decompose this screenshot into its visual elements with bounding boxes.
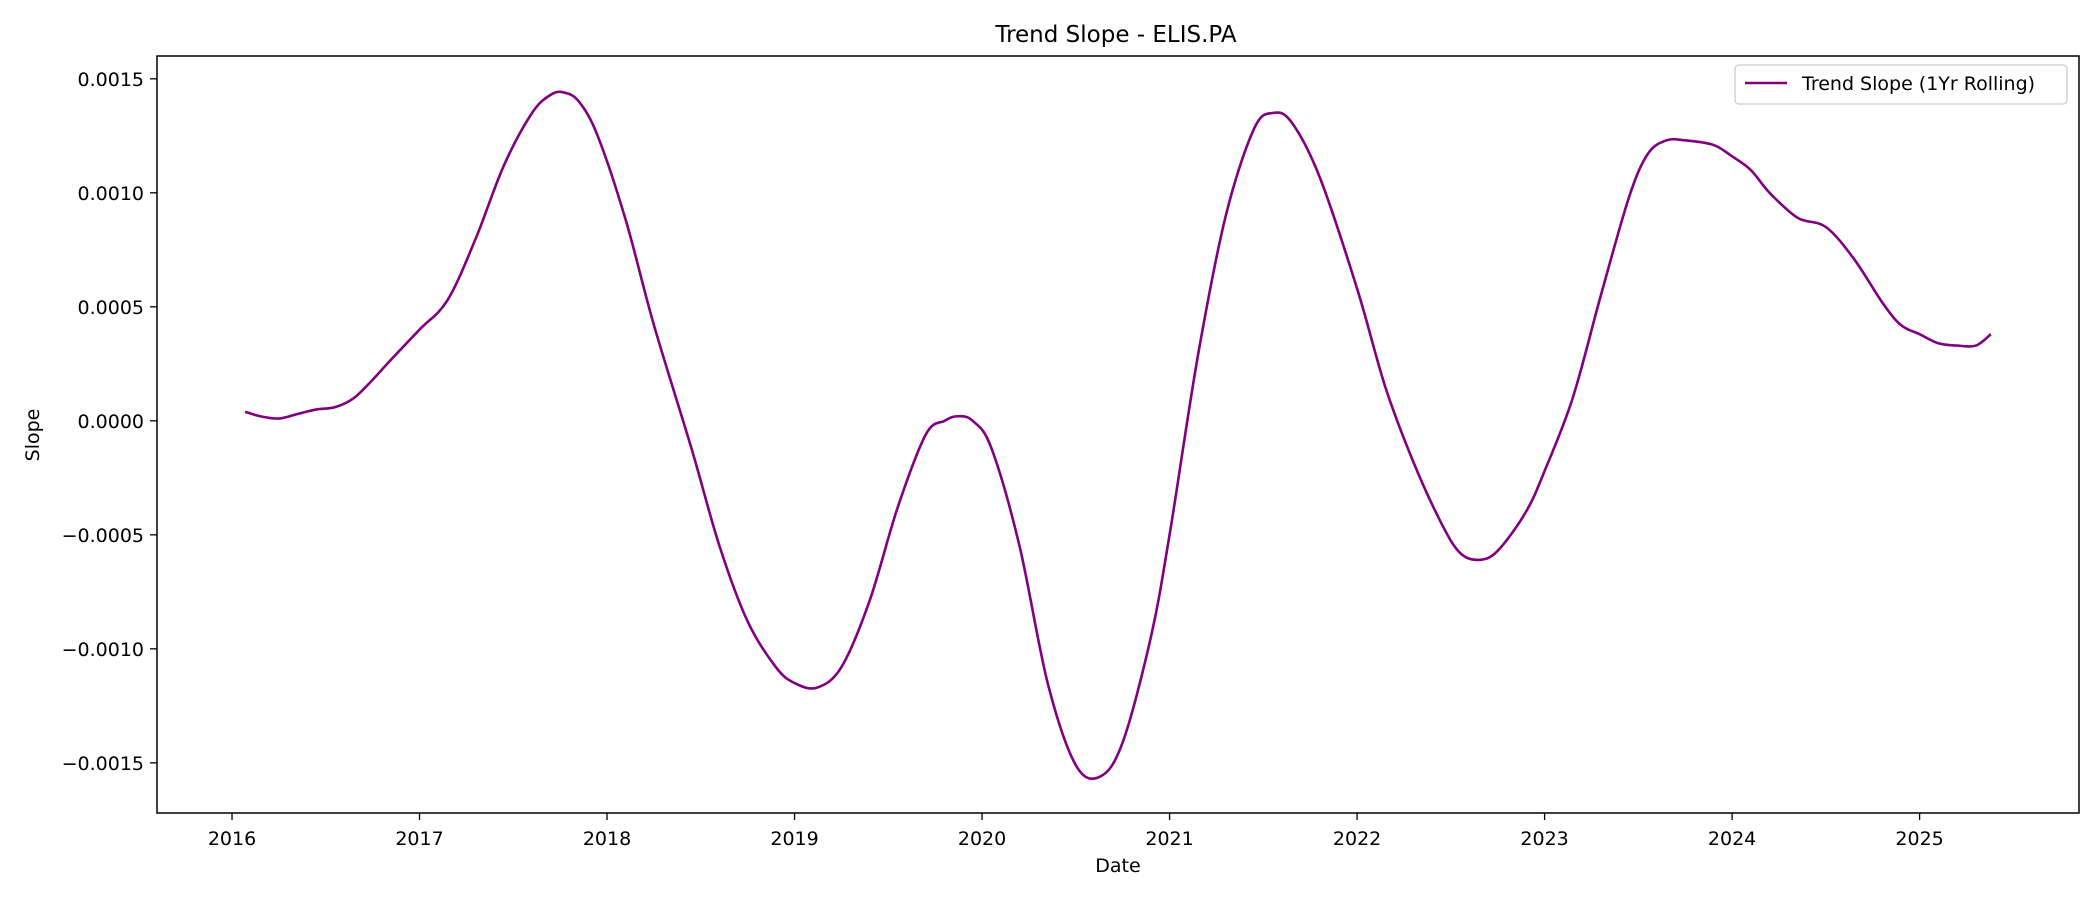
x-tick-label: 2025 [1895, 828, 1943, 850]
y-tick-label: 0.0005 [78, 297, 144, 319]
x-tick-label: 2022 [1333, 828, 1381, 850]
x-tick-label: 2019 [770, 828, 818, 850]
y-tick-label: −0.0005 [62, 525, 144, 547]
plot-series [244, 90, 1992, 780]
y-axis: −0.0015 −0.0010 −0.0005 0.0000 0.0005 0.0010 0… [62, 69, 157, 775]
legend: Trend Slope (1Yr Rolling) [1734, 64, 2068, 105]
y-axis-label: Slope [22, 409, 44, 462]
legend-label: Trend Slope (1Yr Rolling) [1801, 73, 2035, 95]
x-tick-label: 2016 [208, 828, 256, 850]
x-tick-label: 2018 [583, 828, 631, 850]
series-line [244, 90, 1992, 780]
x-tick-label: 2017 [395, 828, 443, 850]
y-tick-label: 0.0015 [78, 69, 144, 91]
x-tick-label: 2023 [1520, 828, 1568, 850]
legend-box [1734, 64, 2068, 105]
y-tick-label: 0.0010 [78, 183, 144, 205]
y-tick-label: 0.0000 [78, 411, 144, 433]
y-tick-label: −0.0015 [62, 753, 144, 775]
y-tick-label: −0.0010 [62, 639, 144, 661]
x-tick-label: 2020 [958, 828, 1006, 850]
x-axis-label: Date [1095, 855, 1140, 877]
x-tick-label: 2024 [1708, 828, 1756, 850]
x-tick-label: 2021 [1145, 828, 1193, 850]
chart-title: Trend Slope - ELIS.PA [994, 22, 1236, 48]
plot-frame [156, 55, 2080, 814]
x-axis: 2016 2017 2018 2019 2020 2021 2022 2023 2024 2025 [208, 813, 1944, 850]
